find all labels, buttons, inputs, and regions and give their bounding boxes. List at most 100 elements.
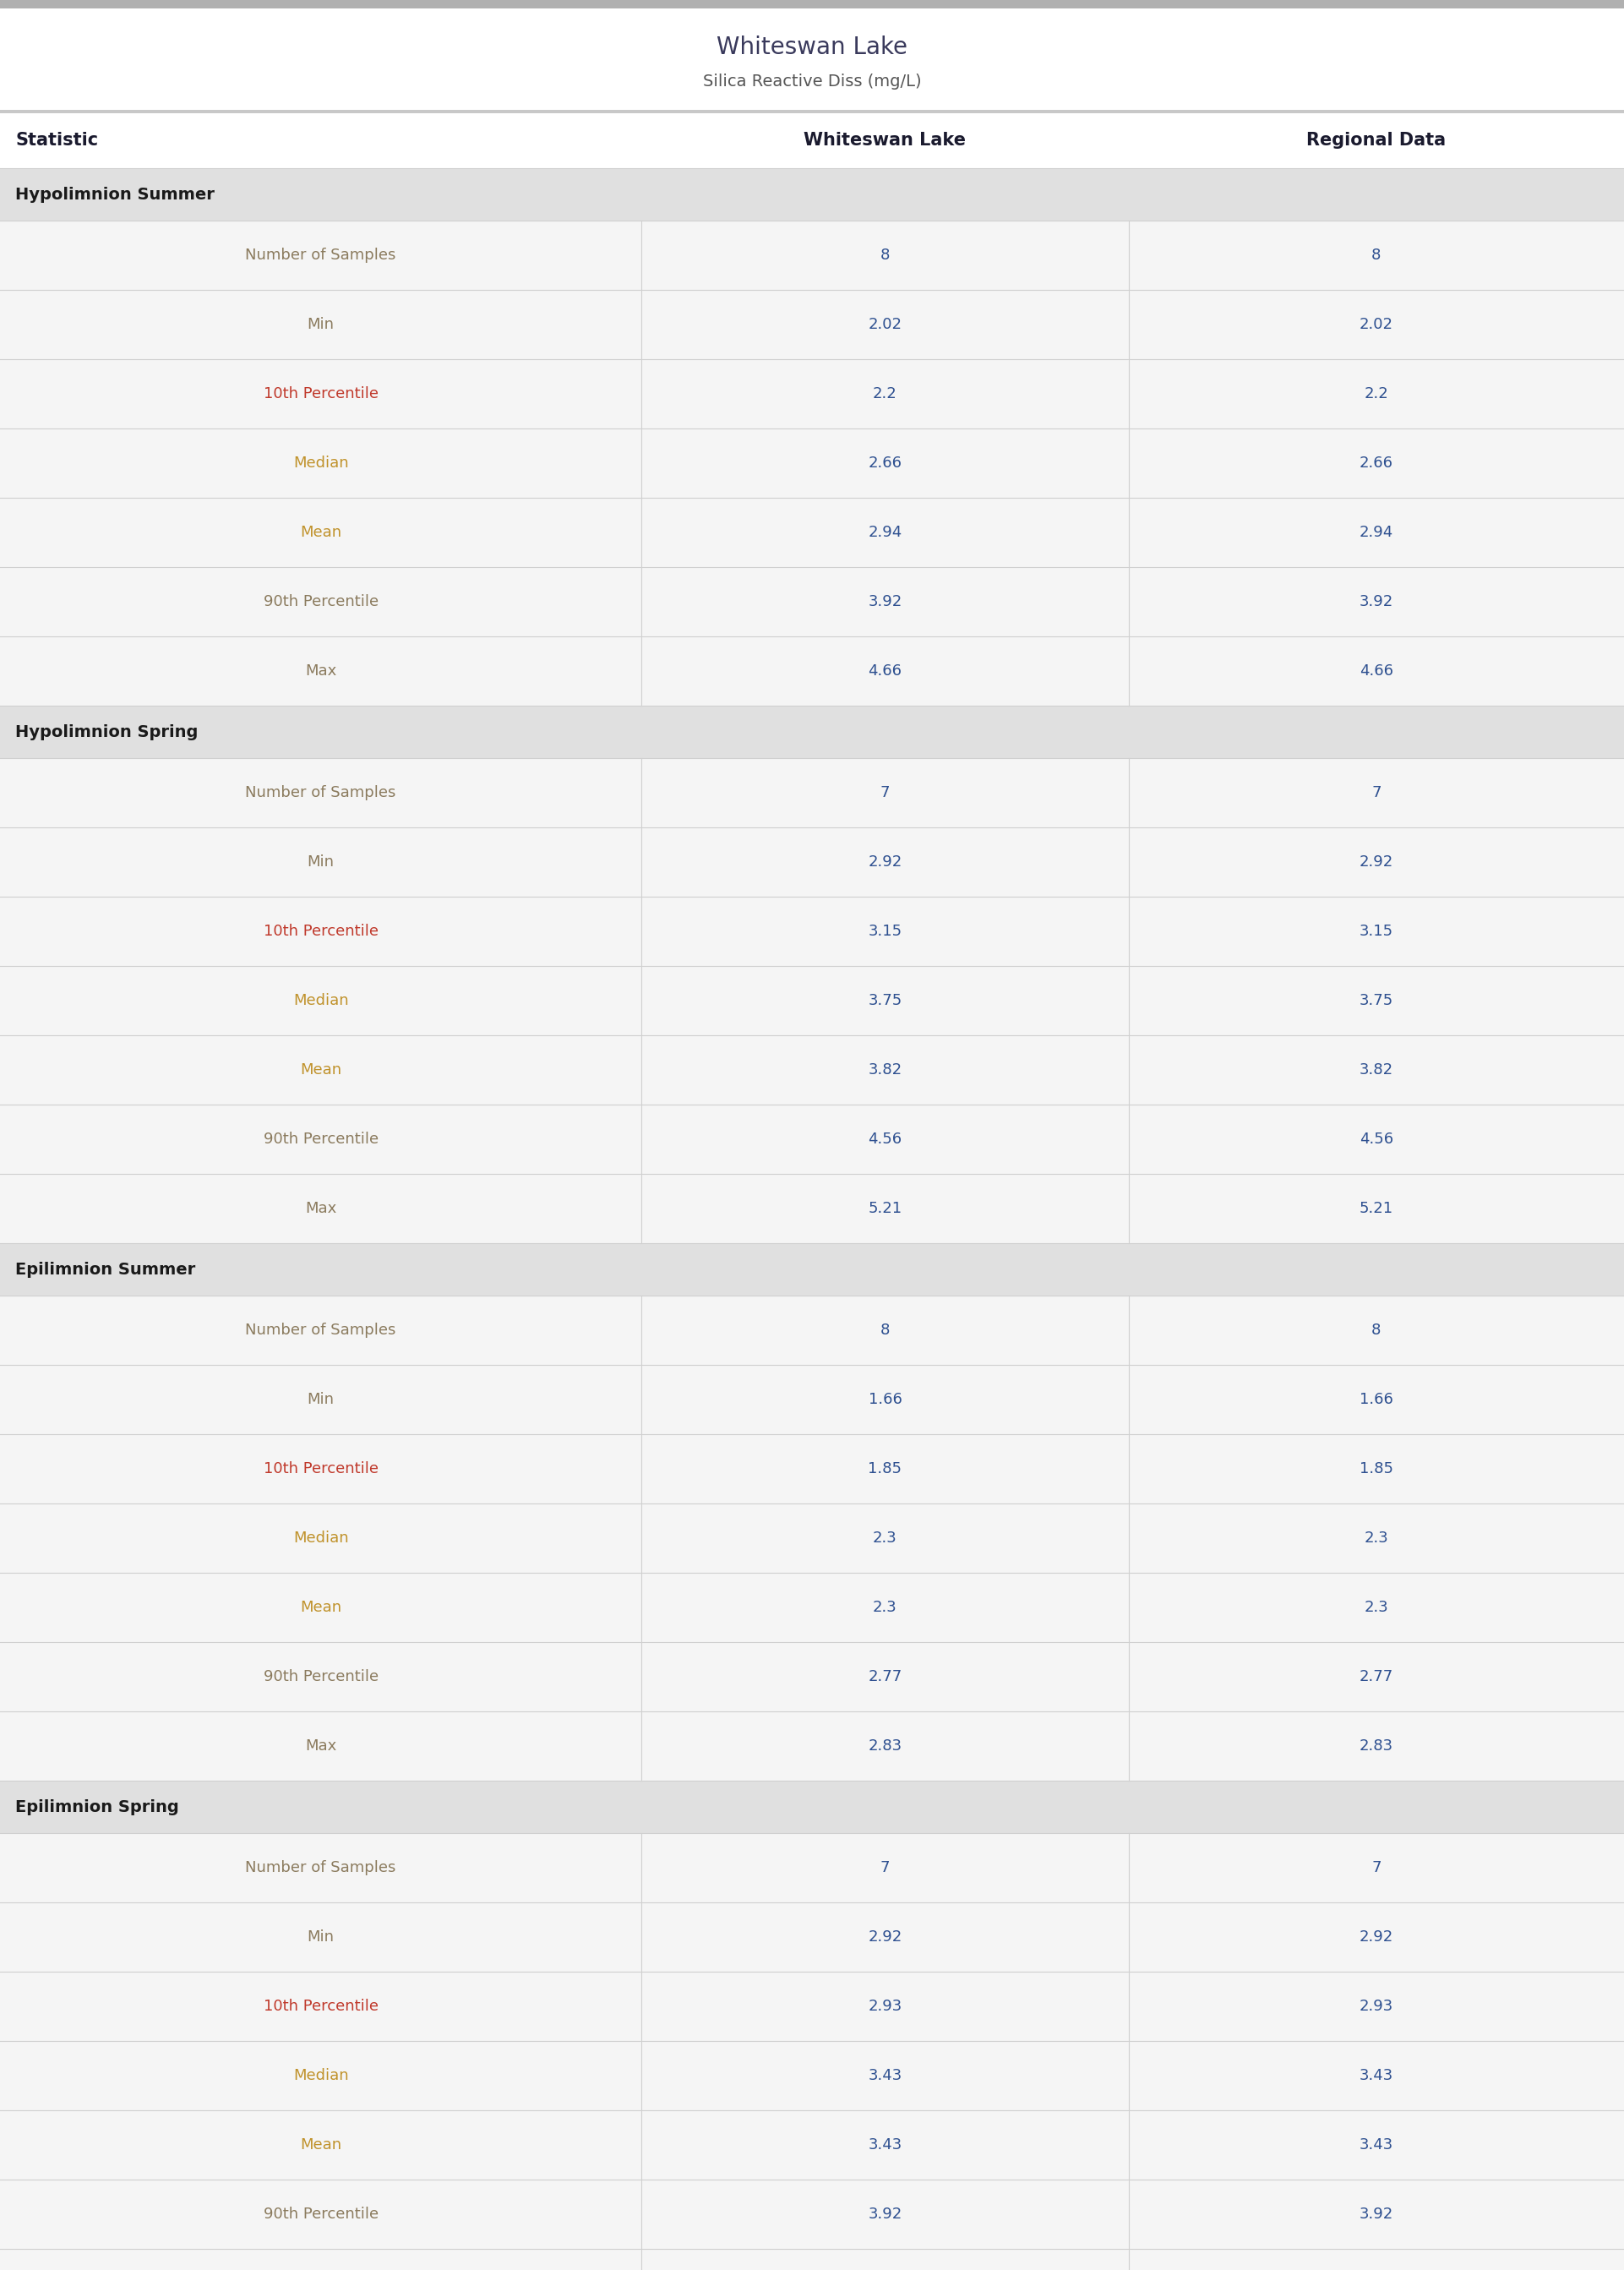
Text: Whiteswan Lake: Whiteswan Lake xyxy=(716,34,908,59)
Text: Number of Samples: Number of Samples xyxy=(245,247,396,263)
Bar xyxy=(0,114,1624,168)
Text: 2.3: 2.3 xyxy=(874,1530,896,1546)
Bar xyxy=(0,1174,1624,1244)
Bar xyxy=(0,758,1624,826)
Text: 3.75: 3.75 xyxy=(869,992,901,1008)
Text: Mean: Mean xyxy=(300,1062,341,1078)
Text: 3.92: 3.92 xyxy=(869,2206,901,2222)
Text: Min: Min xyxy=(307,854,335,869)
Text: Epilimnion Summer: Epilimnion Summer xyxy=(15,1262,195,1278)
Text: 8: 8 xyxy=(1372,1323,1380,1337)
Text: 90th Percentile: 90th Percentile xyxy=(263,1133,378,1146)
Text: Min: Min xyxy=(307,1930,335,1945)
Bar xyxy=(0,429,1624,497)
Text: Mean: Mean xyxy=(300,2138,341,2152)
Text: 4.66: 4.66 xyxy=(869,663,901,679)
Text: 2.02: 2.02 xyxy=(1359,318,1393,331)
Text: 4.66: 4.66 xyxy=(1359,663,1393,679)
Bar xyxy=(0,9,1624,109)
Bar xyxy=(0,2041,1624,2111)
Text: 2.93: 2.93 xyxy=(869,1998,901,2013)
Text: 7: 7 xyxy=(1372,785,1380,801)
Text: 8: 8 xyxy=(1372,247,1380,263)
Text: 2.2: 2.2 xyxy=(1364,386,1389,402)
Text: 1.66: 1.66 xyxy=(1359,1392,1393,1407)
Bar xyxy=(0,1296,1624,1364)
Text: 1.66: 1.66 xyxy=(869,1392,901,1407)
Text: Min: Min xyxy=(307,318,335,331)
Bar xyxy=(0,897,1624,967)
Text: 2.94: 2.94 xyxy=(1359,524,1393,540)
Text: 3.92: 3.92 xyxy=(869,595,901,608)
Text: 3.75: 3.75 xyxy=(1359,992,1393,1008)
Bar xyxy=(0,1834,1624,1902)
Text: 3.43: 3.43 xyxy=(1359,2068,1393,2084)
Bar xyxy=(0,967,1624,1035)
Bar xyxy=(0,1503,1624,1573)
Text: 5.21: 5.21 xyxy=(1359,1201,1393,1217)
Text: 2.3: 2.3 xyxy=(1364,1600,1389,1614)
Bar xyxy=(0,220,1624,291)
Bar xyxy=(0,168,1624,220)
Text: 1.85: 1.85 xyxy=(869,1462,901,1476)
Text: 90th Percentile: 90th Percentile xyxy=(263,595,378,608)
Text: 90th Percentile: 90th Percentile xyxy=(263,1668,378,1684)
Bar xyxy=(0,636,1624,706)
Text: 2.92: 2.92 xyxy=(869,854,901,869)
Bar xyxy=(0,1435,1624,1503)
Text: 4.56: 4.56 xyxy=(869,1133,901,1146)
Text: 7: 7 xyxy=(880,1859,890,1875)
Bar xyxy=(0,1780,1624,1834)
Text: 2.2: 2.2 xyxy=(874,386,896,402)
Text: Median: Median xyxy=(292,1530,349,1546)
Text: 2.93: 2.93 xyxy=(1359,1998,1393,2013)
Bar xyxy=(0,1035,1624,1105)
Text: Number of Samples: Number of Samples xyxy=(245,1859,396,1875)
Text: 7: 7 xyxy=(880,785,890,801)
Bar xyxy=(0,568,1624,636)
Text: 2.02: 2.02 xyxy=(869,318,901,331)
Text: 1.85: 1.85 xyxy=(1359,1462,1393,1476)
Bar xyxy=(0,291,1624,359)
Bar xyxy=(0,1364,1624,1435)
Text: Number of Samples: Number of Samples xyxy=(245,1323,396,1337)
Text: Hypolimnion Spring: Hypolimnion Spring xyxy=(15,724,198,740)
Text: Regional Data: Regional Data xyxy=(1307,132,1445,150)
Text: 2.92: 2.92 xyxy=(869,1930,901,1945)
Text: 2.66: 2.66 xyxy=(1359,456,1393,470)
Text: 3.43: 3.43 xyxy=(1359,2138,1393,2152)
Bar xyxy=(0,826,1624,897)
Text: 2.3: 2.3 xyxy=(1364,1530,1389,1546)
Bar xyxy=(0,0,1624,9)
Text: Max: Max xyxy=(305,1739,336,1755)
Text: 8: 8 xyxy=(880,247,890,263)
Text: Median: Median xyxy=(292,2068,349,2084)
Text: 3.92: 3.92 xyxy=(1359,2206,1393,2222)
Text: Min: Min xyxy=(307,1392,335,1407)
Text: 2.92: 2.92 xyxy=(1359,1930,1393,1945)
Text: 2.3: 2.3 xyxy=(874,1600,896,1614)
Bar xyxy=(0,2250,1624,2270)
Bar xyxy=(0,109,1624,114)
Text: 3.82: 3.82 xyxy=(869,1062,901,1078)
Text: 5.21: 5.21 xyxy=(869,1201,901,1217)
Bar xyxy=(0,2111,1624,2179)
Text: 2.77: 2.77 xyxy=(1359,1668,1393,1684)
Text: Statistic: Statistic xyxy=(15,132,97,150)
Text: Median: Median xyxy=(292,992,349,1008)
Bar xyxy=(0,1105,1624,1174)
Text: 2.77: 2.77 xyxy=(869,1668,901,1684)
Text: Median: Median xyxy=(292,456,349,470)
Text: 2.83: 2.83 xyxy=(1359,1739,1393,1755)
Bar xyxy=(0,1641,1624,1712)
Text: 8: 8 xyxy=(880,1323,890,1337)
Text: Epilimnion Spring: Epilimnion Spring xyxy=(15,1798,179,1816)
Text: Max: Max xyxy=(305,1201,336,1217)
Text: Hypolimnion Summer: Hypolimnion Summer xyxy=(15,186,214,202)
Bar xyxy=(0,2179,1624,2250)
Text: 10th Percentile: 10th Percentile xyxy=(263,1998,378,2013)
Text: 2.83: 2.83 xyxy=(869,1739,901,1755)
Bar xyxy=(0,706,1624,758)
Text: 10th Percentile: 10th Percentile xyxy=(263,924,378,940)
Text: Mean: Mean xyxy=(300,1600,341,1614)
